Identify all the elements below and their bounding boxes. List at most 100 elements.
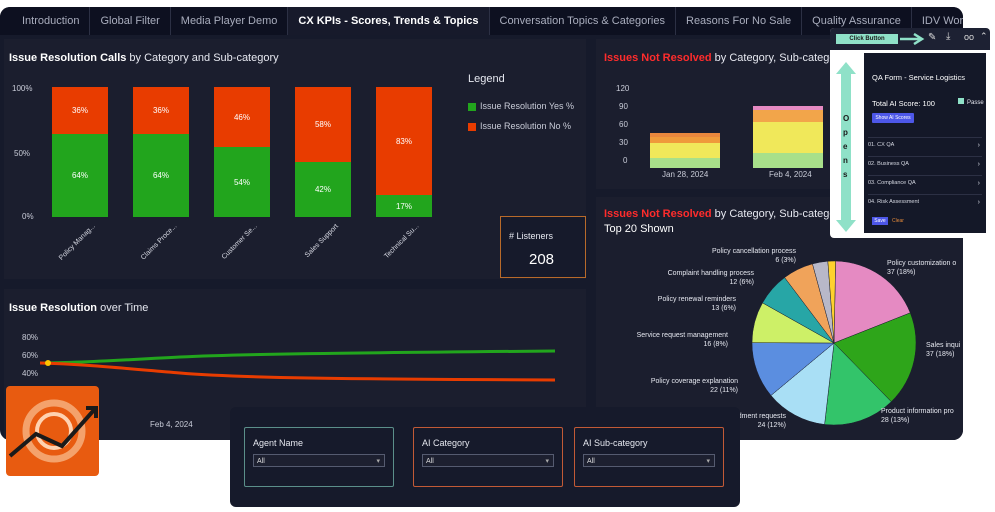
section-risk-assessment[interactable]: 04. Risk Assessment › xyxy=(868,194,982,210)
pie-slice xyxy=(824,342,892,426)
y-tick: 120 xyxy=(616,84,630,93)
not-resolved-pie-panel: Issues Not Resolved by Category, Sub-cat… xyxy=(596,197,963,440)
glasses-icon[interactable]: oo xyxy=(964,32,975,42)
click-button-label[interactable]: Click Button xyxy=(836,34,898,44)
pass-badge: Passe xyxy=(958,98,984,106)
pie-label: Sales inqui 37 (18%) xyxy=(926,342,961,358)
stacked-bar: 36% 64% xyxy=(133,87,189,217)
y-tick: 40% xyxy=(22,369,39,378)
tab-media-player-demo[interactable]: Media Player Demo xyxy=(171,7,289,35)
tab-global-filter[interactable]: Global Filter xyxy=(90,7,171,35)
collapse-icon[interactable]: ⌃ xyxy=(980,31,988,41)
panel-title: Issue Resolution Calls by Category and S… xyxy=(9,52,279,64)
filter-title: Agent Name xyxy=(253,438,304,448)
agent-name-select[interactable]: All ▾ xyxy=(253,454,385,467)
dashboard-screen: Introduction Global Filter Media Player … xyxy=(0,7,963,440)
pie-label: Policy cancellation process 6 (3%) xyxy=(711,248,796,264)
resolution-category-panel: Issue Resolution Calls by Category and S… xyxy=(4,39,586,279)
tab-bar: Introduction Global Filter Media Player … xyxy=(0,7,963,35)
date-label: Feb 4, 2024 xyxy=(150,420,193,429)
listeners-label: # Listeners xyxy=(509,231,554,241)
chevron-down-icon: ▾ xyxy=(376,458,380,465)
tab-cx-kpis[interactable]: CX KPIs - Scores, Trends & Topics xyxy=(288,7,490,35)
pie-chart xyxy=(751,260,917,426)
tab-reasons-no-sale[interactable]: Reasons For No Sale xyxy=(676,7,803,35)
chevron-down-icon: ▾ xyxy=(545,458,549,465)
listeners-value: 208 xyxy=(529,251,555,268)
tab-conversation-topics[interactable]: Conversation Topics & Categories xyxy=(490,7,676,35)
stacked-bar: 83% 17% xyxy=(376,87,432,217)
qa-form-title: QA Form - Service Logistics xyxy=(872,73,965,82)
pie-slice xyxy=(833,312,917,403)
listeners-card: # Listeners 208 xyxy=(500,216,586,278)
bar-yes-segment: 17% xyxy=(376,195,432,217)
y-tick: 50% xyxy=(14,149,31,158)
pie-slice xyxy=(770,342,835,425)
edit-icon[interactable]: ✎ xyxy=(928,32,937,43)
y-tick: 100% xyxy=(12,84,33,93)
y-tick: 60 xyxy=(619,120,628,129)
tab-idv-worksheet[interactable]: IDV Worksheet xyxy=(912,7,963,35)
panel-title: Issue Resolution over Time xyxy=(9,302,149,314)
y-tick: 0 xyxy=(623,156,628,165)
legend-title: Legend xyxy=(468,73,505,85)
ai-subcategory-select[interactable]: All ▾ xyxy=(583,454,715,467)
bar-yes-segment: 64% xyxy=(52,134,108,217)
pie-label: Policy renewal reminders 13 (6%) xyxy=(657,296,736,312)
category-label: Sales Support xyxy=(303,223,340,260)
section-compliance-qa[interactable]: 03. Compliance QA › xyxy=(868,175,982,191)
category-label: Policy Manag... xyxy=(58,223,97,262)
date-label: Jan 28, 2024 xyxy=(662,170,709,179)
ai-category-filter: AI Category All ▾ xyxy=(413,427,563,487)
filter-title: AI Category xyxy=(422,438,470,448)
save-button[interactable]: Save xyxy=(872,217,888,225)
pie-label: Complaint handling process 12 (6%) xyxy=(667,270,754,286)
pie-slice xyxy=(833,260,911,344)
date-label: Feb 4, 2024 xyxy=(769,170,812,179)
brand-logo xyxy=(6,386,99,476)
section-business-qa[interactable]: 02. Business QA › xyxy=(868,156,982,172)
tab-introduction[interactable]: Introduction xyxy=(0,7,91,35)
panel-title: Issues Not Resolved by Category, Sub-cat… xyxy=(604,208,845,220)
category-label: Technical Su... xyxy=(383,223,421,261)
pie-label: Policy amendment requests 24 (12%) xyxy=(699,413,786,429)
bar-no-segment: 83% xyxy=(376,87,432,195)
bar-yes-segment: 42% xyxy=(295,162,351,217)
pie-label: Service request management 16 (8%) xyxy=(636,332,728,348)
pie-label: Product information pro 28 (13%) xyxy=(881,408,954,424)
category-label: Customer Se... xyxy=(220,223,259,261)
filter-title: AI Sub-category xyxy=(583,438,648,448)
filter-bar: Agent Name All ▾ AI Category All ▾ AI Sub-… xyxy=(230,407,740,507)
show-scores-button[interactable]: Show AI Scores xyxy=(872,113,914,123)
logo-icon xyxy=(8,399,98,463)
y-tick: 30 xyxy=(619,138,628,147)
legend-no: Issue Resolution No % xyxy=(468,121,571,131)
legend-yes: Issue Resolution Yes % xyxy=(468,101,574,111)
bar-no-segment: 36% xyxy=(133,87,189,134)
section-cx-qa[interactable]: 01. CX QA › xyxy=(868,137,982,153)
stacked-bar: 58% 42% xyxy=(295,87,351,217)
chevron-down-icon: ▾ xyxy=(706,458,710,465)
pie-label: Policy customization o 37 (18%) xyxy=(887,260,957,276)
stacked-bar: 36% 64% xyxy=(52,87,108,217)
clear-button[interactable]: Clear xyxy=(892,218,904,224)
stacked-bar: 46% 54% xyxy=(214,87,270,217)
agent-name-filter: Agent Name All ▾ xyxy=(244,427,394,487)
trend-lines xyxy=(40,349,556,382)
qa-form-content: QA Form - Service Logistics Total AI Sco… xyxy=(864,53,986,233)
opens-label: O p e n s xyxy=(843,114,850,179)
bar-yes-segment: 54% xyxy=(214,147,270,217)
category-label: Claims Proce... xyxy=(139,223,178,262)
y-tick: 80% xyxy=(22,333,39,342)
panel-subtitle: Top 20 Shown xyxy=(604,223,674,235)
download-icon[interactable]: ⤓ xyxy=(946,31,951,42)
bar-no-segment: 36% xyxy=(52,87,108,134)
qa-form-window: Click Button ✎ ⤓ oo ⌃ O p e n s QA Form … xyxy=(830,28,990,238)
pie-label: Policy coverage explanation 22 (11%) xyxy=(650,378,738,394)
total-score: Total AI Score: 100 xyxy=(872,99,935,108)
pie-slice xyxy=(827,260,836,344)
ai-category-select[interactable]: All ▾ xyxy=(422,454,554,467)
stacked-bars xyxy=(650,106,823,168)
vertical-arrow-icon xyxy=(836,62,856,232)
tab-quality-assurance[interactable]: Quality Assurance xyxy=(802,7,912,35)
